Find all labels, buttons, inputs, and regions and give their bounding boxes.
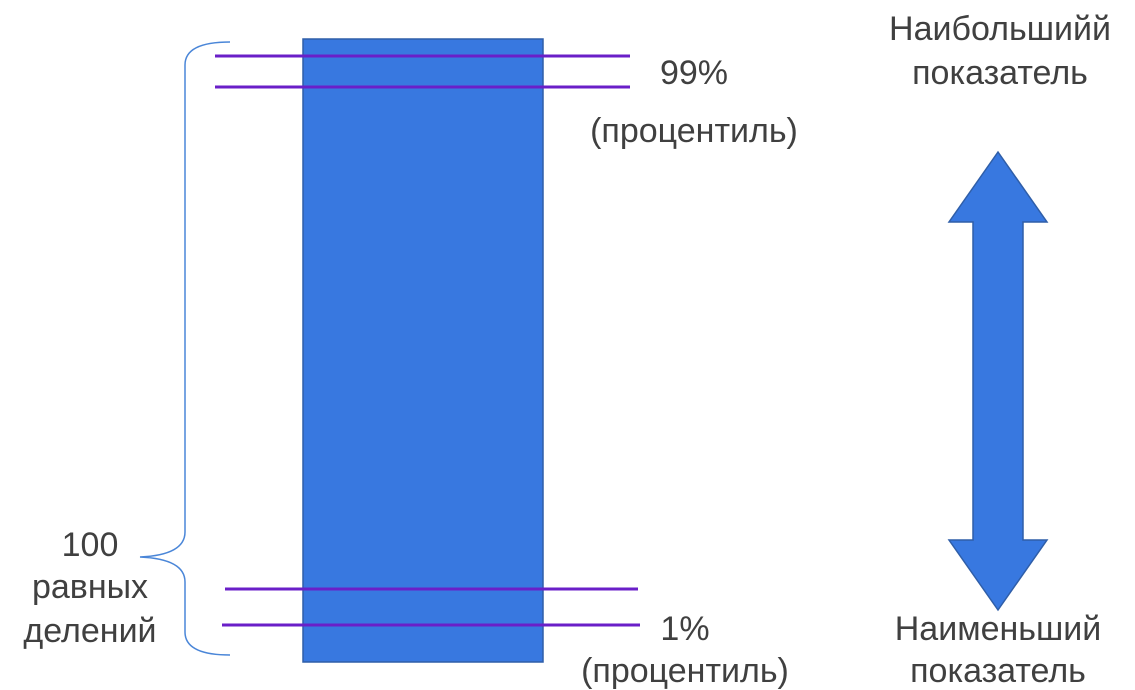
divisions-brace [139, 41, 231, 656]
distribution-bar [302, 38, 544, 663]
highest-value-label-line1: Наибольшийй [889, 10, 1111, 48]
top-percentile-value: 99% [660, 54, 728, 92]
lowest-value-label-line1: Наименьший [895, 610, 1102, 648]
bottom-percentile-word: (процентиль) [581, 652, 789, 690]
divisions-count: 100 [62, 526, 119, 564]
double-arrow-icon [947, 150, 1049, 612]
lowest-value-label-line2: показатель [910, 652, 1086, 690]
divisions-word-parts: делений [23, 612, 156, 650]
divisions-word-equal: равных [32, 568, 148, 606]
top-percentile-word: (процентиль) [590, 112, 798, 150]
bottom-percentile-value: 1% [660, 610, 709, 648]
highest-value-label-line2: показатель [912, 54, 1088, 92]
